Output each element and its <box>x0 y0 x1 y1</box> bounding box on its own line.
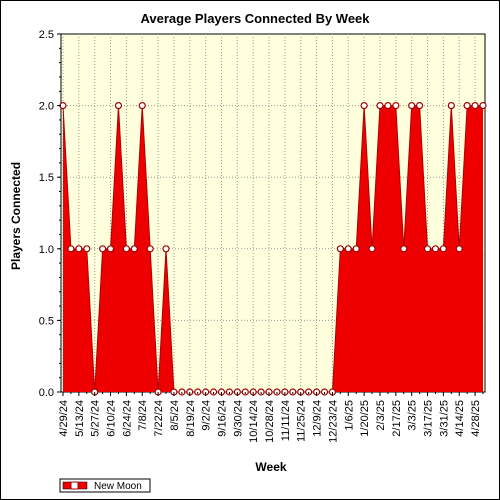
data-point <box>99 245 107 253</box>
data-point <box>376 101 384 110</box>
data-point <box>360 101 368 110</box>
y-tick-label: 1.5 <box>39 172 54 184</box>
x-tick-label: 6/10/24 <box>106 400 118 437</box>
x-tick-label: 11/11/24 <box>280 400 292 441</box>
data-point <box>122 245 130 253</box>
data-point <box>423 245 432 253</box>
data-point <box>416 101 424 110</box>
y-tick-label: 0.5 <box>39 315 54 327</box>
data-point <box>336 245 344 253</box>
x-tick-label: 3/17/25 <box>423 400 435 437</box>
markers <box>59 101 487 396</box>
data-point <box>471 101 479 110</box>
x-tick-label: 11/25/24 <box>296 400 308 442</box>
x-tick-label: 12/9/24 <box>312 400 324 437</box>
y-tick-label: 2.5 <box>39 29 54 41</box>
x-tick-label: 9/16/24 <box>216 400 228 437</box>
data-point <box>75 245 83 253</box>
data-point <box>146 245 154 253</box>
x-tick-label: 7/22/24 <box>153 400 165 437</box>
x-tick-label: 8/5/24 <box>169 400 181 431</box>
chart-title: Average Players Connected By Week <box>140 11 370 26</box>
x-tick-label: 6/24/24 <box>121 400 133 437</box>
x-tick-label: 4/14/25 <box>454 400 466 437</box>
data-point <box>344 245 352 253</box>
series-area-new-moon <box>63 105 483 392</box>
x-tick-label: 1/20/25 <box>359 400 371 437</box>
data-point <box>67 245 75 253</box>
data-point <box>447 101 455 110</box>
x-tick-label: 10/28/24 <box>264 400 276 443</box>
y-axis: 0.0 0.5 1.0 1.5 2.0 2.5 <box>39 29 61 399</box>
data-point <box>455 245 463 253</box>
data-point <box>479 101 487 110</box>
x-tick-label: 2/17/25 <box>391 400 403 437</box>
data-point <box>106 245 115 253</box>
x-tick-label: 5/27/24 <box>90 400 102 437</box>
x-tick-label: 9/2/24 <box>201 400 213 431</box>
x-tick-label: 9/30/24 <box>232 400 244 437</box>
x-tick-label: 8/19/24 <box>185 400 197 437</box>
x-tick-label: 3/31/25 <box>438 400 450 437</box>
data-point <box>138 101 146 110</box>
data-point <box>431 245 440 253</box>
y-tick-label: 1.0 <box>39 244 54 256</box>
data-point <box>384 101 392 110</box>
data-point <box>400 245 408 253</box>
x-tick-label: 4/28/25 <box>470 400 482 437</box>
data-point <box>463 101 471 110</box>
x-tick-label: 1/6/25 <box>343 400 355 431</box>
data-point <box>162 245 170 253</box>
y-tick-label: 2.0 <box>39 101 54 113</box>
data-point <box>83 245 91 253</box>
x-tick-label: 10/14/24 <box>248 400 260 443</box>
legend-marker <box>70 481 79 490</box>
data-point <box>439 245 447 253</box>
x-axis: 4/29/24 5/13/24 5/27/24 6/10/24 6/24/24 7/8/2… <box>58 392 484 443</box>
data-point <box>114 101 123 110</box>
data-point <box>130 245 138 253</box>
x-tick-label: 3/3/25 <box>407 400 419 431</box>
x-axis-label: Week <box>255 460 286 474</box>
y-tick-label: 0.0 <box>39 387 54 399</box>
legend-label-new-moon: New Moon <box>94 481 142 492</box>
x-tick-label: 12/23/24 <box>327 400 339 443</box>
legend: New Moon <box>59 478 151 493</box>
data-point <box>408 101 416 110</box>
x-tick-label: 5/13/24 <box>74 400 86 437</box>
data-point <box>368 245 376 253</box>
data-point <box>392 101 400 110</box>
x-tick-label: 2/3/25 <box>375 400 387 431</box>
x-tick-label: 4/29/24 <box>58 400 70 437</box>
data-point <box>352 245 360 253</box>
x-tick-label: 7/8/24 <box>137 400 149 431</box>
y-axis-label: Players Connected <box>9 162 23 270</box>
